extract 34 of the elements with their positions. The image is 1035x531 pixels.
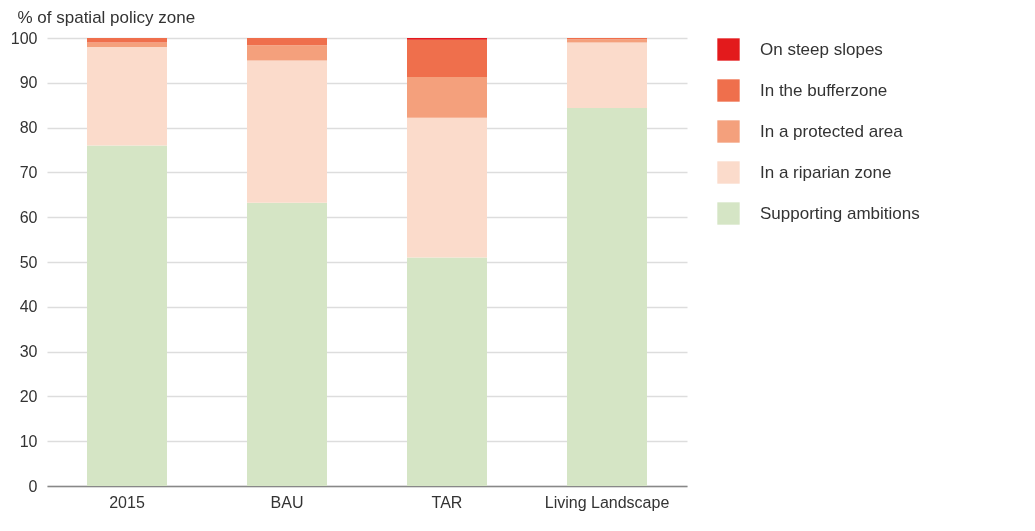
y-tick-label: 30 <box>19 343 38 361</box>
x-tick-label: Living Landscape <box>544 493 670 511</box>
y-axis-title: % of spatial policy zone <box>17 7 196 27</box>
y-tick-label: 40 <box>19 298 38 316</box>
y-tick-label: 10 <box>19 432 38 450</box>
bar <box>407 39 487 77</box>
bar <box>87 46 167 146</box>
legend-label: Supporting ambitions <box>760 203 920 223</box>
y-tick-label: 20 <box>19 387 38 405</box>
bar <box>87 145 167 486</box>
y-tick-label: 50 <box>19 253 38 271</box>
y-tick-label: 90 <box>19 74 38 92</box>
y-tick-label: 70 <box>19 163 38 181</box>
x-tick-label: 2015 <box>109 493 145 511</box>
legend-label: In a protected area <box>760 121 904 141</box>
y-tick-label: 0 <box>28 477 38 495</box>
y-tick-label: 80 <box>19 119 38 137</box>
legend-label: In a riparian zone <box>760 162 892 182</box>
y-tick-label: 100 <box>10 29 38 47</box>
bar <box>87 42 167 47</box>
bar <box>567 42 647 108</box>
legend-label: On steep slopes <box>760 39 883 59</box>
bar <box>407 117 487 258</box>
x-tick-label: BAU <box>270 493 304 511</box>
y-tick-label: 60 <box>19 208 38 226</box>
bar <box>407 76 487 118</box>
legend-label: In the bufferzone <box>760 80 888 100</box>
bar <box>247 38 327 46</box>
bar <box>407 257 487 486</box>
x-tick-label: TAR <box>431 493 463 511</box>
bar <box>567 107 647 486</box>
bar <box>247 202 327 486</box>
bar <box>247 45 327 61</box>
bar <box>247 60 327 203</box>
